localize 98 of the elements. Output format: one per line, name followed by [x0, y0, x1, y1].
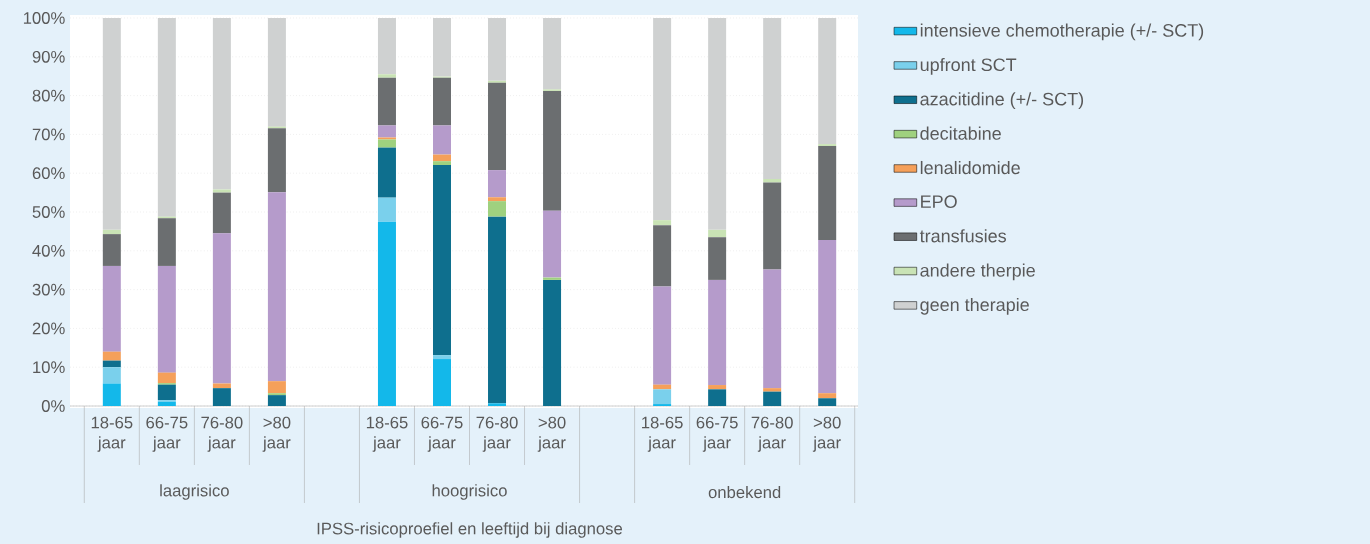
bar [432, 125, 451, 155]
bar [102, 229, 121, 235]
bar [377, 221, 396, 406]
bar [818, 146, 837, 240]
bar [432, 154, 451, 162]
y-tick-label: 90% [32, 50, 65, 63]
bar [432, 355, 451, 360]
bar [708, 385, 727, 390]
text: hoogrisico [432, 484, 507, 500]
bar [212, 383, 231, 389]
y-tick-label: 100% [23, 12, 65, 24]
y-tick-label: 30% [32, 283, 65, 296]
legend-label: lenalidomide [920, 160, 1020, 175]
legend-label: andere therpie [920, 263, 1035, 281]
bar [488, 403, 507, 406]
y-tick-label: 60% [32, 167, 65, 180]
bar [488, 170, 507, 198]
legend-label: EPO [921, 195, 957, 209]
bar [212, 388, 231, 406]
bar [102, 383, 121, 406]
y-tick-label: 20% [32, 322, 65, 335]
x-tick-label: 76-80 jaar [201, 416, 243, 452]
bar [432, 165, 451, 356]
bar [818, 239, 837, 394]
x-axis-title: IPSS-risicoproefiel en leeftijd bij diagnose [317, 522, 623, 538]
text: laagrisico [160, 484, 229, 500]
bar [377, 147, 396, 198]
legend-label: intensieve chemotherapie (+/- SCT) [920, 23, 1204, 41]
x-tick-label: 66-75 jaar [421, 416, 463, 452]
y-tick-label: 50% [32, 206, 65, 218]
x-tick-label: 76-80 jaar [751, 416, 793, 452]
bar [543, 90, 562, 211]
bar [377, 139, 396, 148]
bar [763, 388, 782, 392]
bar [102, 265, 121, 352]
bar [653, 286, 672, 385]
bar [432, 359, 451, 406]
x-tick-label: 76-80 jaar [476, 416, 518, 452]
x-tick-label: 66-75 jaar [146, 416, 188, 452]
bar [267, 192, 286, 382]
bar [818, 393, 837, 399]
bar [763, 269, 782, 389]
bar [818, 398, 837, 406]
y-tick-label: 40% [32, 244, 65, 257]
bar [212, 233, 231, 384]
bar [708, 229, 727, 238]
bar [708, 279, 727, 386]
bar [763, 182, 782, 270]
x-tick-label: 18-65 jaar [91, 416, 133, 452]
bar [212, 189, 231, 193]
bar [157, 218, 176, 266]
legend-label: upfront SCT [920, 57, 1017, 75]
bar [212, 192, 231, 234]
bar [653, 220, 672, 226]
bar [377, 74, 396, 78]
bar [488, 216, 507, 404]
bar [267, 381, 286, 394]
bar [102, 360, 121, 368]
bar [543, 210, 562, 278]
bar [543, 279, 562, 406]
y-tick-label: 10% [33, 361, 65, 374]
x-tick-label: >80 jaar [262, 416, 291, 452]
y-tick-label: 70% [32, 128, 65, 141]
bar [708, 389, 727, 406]
bar [488, 197, 507, 202]
x-tick-label: 18-65 jaar [366, 416, 408, 452]
bar [157, 265, 176, 373]
bar [102, 367, 121, 384]
bar [157, 372, 176, 384]
bar [653, 389, 672, 405]
bar [488, 82, 507, 171]
bar [488, 201, 507, 217]
y-tick-label: 80% [32, 89, 65, 102]
bar [157, 384, 176, 401]
bar [102, 234, 121, 266]
bar [432, 77, 451, 126]
bar [377, 77, 396, 126]
x-tick-label: 18-65 jaar [642, 416, 683, 452]
legend-label: azacitidine (+/- SCT) [920, 92, 1084, 110]
bar [708, 237, 727, 280]
x-tick-label: >80 jaar [537, 416, 566, 452]
bar [377, 125, 396, 138]
bar [267, 128, 286, 193]
x-tick-label: 66-75 jaar [696, 416, 738, 452]
legend-label: transfusies [919, 229, 1007, 243]
bar [377, 197, 396, 222]
bar [653, 225, 672, 287]
y-tick-label: 0% [41, 400, 65, 412]
bar [763, 391, 782, 406]
bar [432, 161, 451, 166]
bar [763, 179, 782, 183]
bar [102, 351, 121, 361]
bar [267, 395, 286, 406]
legend-label: decitabine [920, 126, 1001, 140]
legend-label: geen therapie [920, 297, 1029, 315]
text: onbekend [708, 485, 781, 499]
x-tick-label: >80 jaar [812, 416, 841, 452]
bar [157, 401, 176, 406]
